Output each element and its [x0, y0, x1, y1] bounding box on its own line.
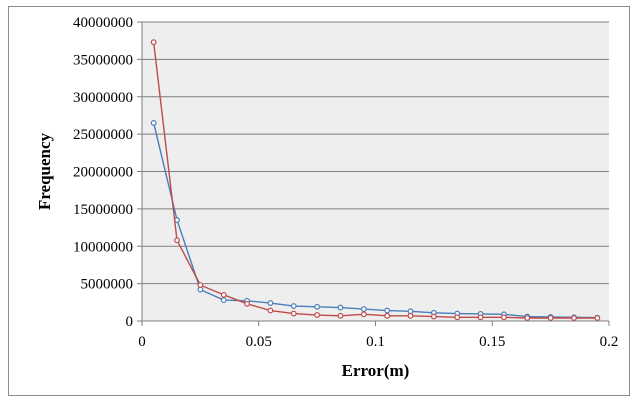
series-1-point-8: [337, 312, 344, 319]
y-tick-label-1: 5000000: [81, 277, 134, 293]
series-1-point-16: [524, 315, 531, 321]
y-tick-label-5: 25000000: [73, 127, 133, 143]
series-1-point-3: [220, 291, 227, 298]
series-1-point-7: [314, 312, 321, 318]
series-0-point-8: [337, 304, 344, 311]
y-tick-label-0: 0: [126, 314, 134, 330]
series-1-point-1: [174, 237, 180, 244]
series-1-point-12: [430, 313, 437, 320]
y-tick-label-7: 35000000: [73, 52, 133, 68]
series-1-point-11: [407, 312, 414, 319]
series-0-point-9: [360, 306, 367, 312]
y-tick-label-6: 30000000: [73, 90, 133, 106]
series-1-point-19: [594, 315, 601, 321]
y-tick-label-4: 20000000: [73, 165, 133, 181]
series-0-point-7: [314, 303, 321, 310]
series-0-point-6: [290, 303, 297, 309]
y-tick-label-8: 40000000: [73, 15, 133, 31]
x-axis-title: Error(m): [342, 361, 410, 380]
series-1-point-2: [197, 282, 204, 289]
series-1-point-4: [244, 300, 250, 307]
series-1-point-6: [290, 310, 297, 317]
series-1-point-17: [547, 315, 554, 321]
x-tick-label-0: 0: [138, 334, 146, 350]
series-1-point-9: [360, 311, 367, 318]
x-tick-label-2: 0.1: [366, 334, 385, 350]
series-1-point-0: [150, 39, 157, 46]
y-axis-title: Frequency: [35, 132, 54, 210]
series-0-point-0: [150, 120, 157, 126]
series-0-point-5: [267, 300, 274, 306]
series-1-point-18: [571, 315, 577, 321]
series-1-point-5: [267, 307, 274, 314]
series-1-point-10: [384, 312, 391, 319]
y-tick-label-3: 15000000: [73, 202, 133, 218]
series-0-line: [152, 122, 598, 319]
x-tick-label-4: 0.2: [600, 334, 619, 350]
y-tick-label-2: 10000000: [73, 239, 133, 255]
x-tick-label-3: 0.15: [479, 334, 505, 350]
series-1-line: [152, 42, 598, 319]
series-1-point-15: [501, 314, 507, 321]
series-0-point-3: [220, 297, 227, 303]
series-0-point-10: [384, 307, 391, 314]
x-tick-label-1: 0.05: [246, 334, 272, 350]
series-1-point-13: [454, 314, 461, 321]
series-1-point-14: [477, 314, 484, 321]
